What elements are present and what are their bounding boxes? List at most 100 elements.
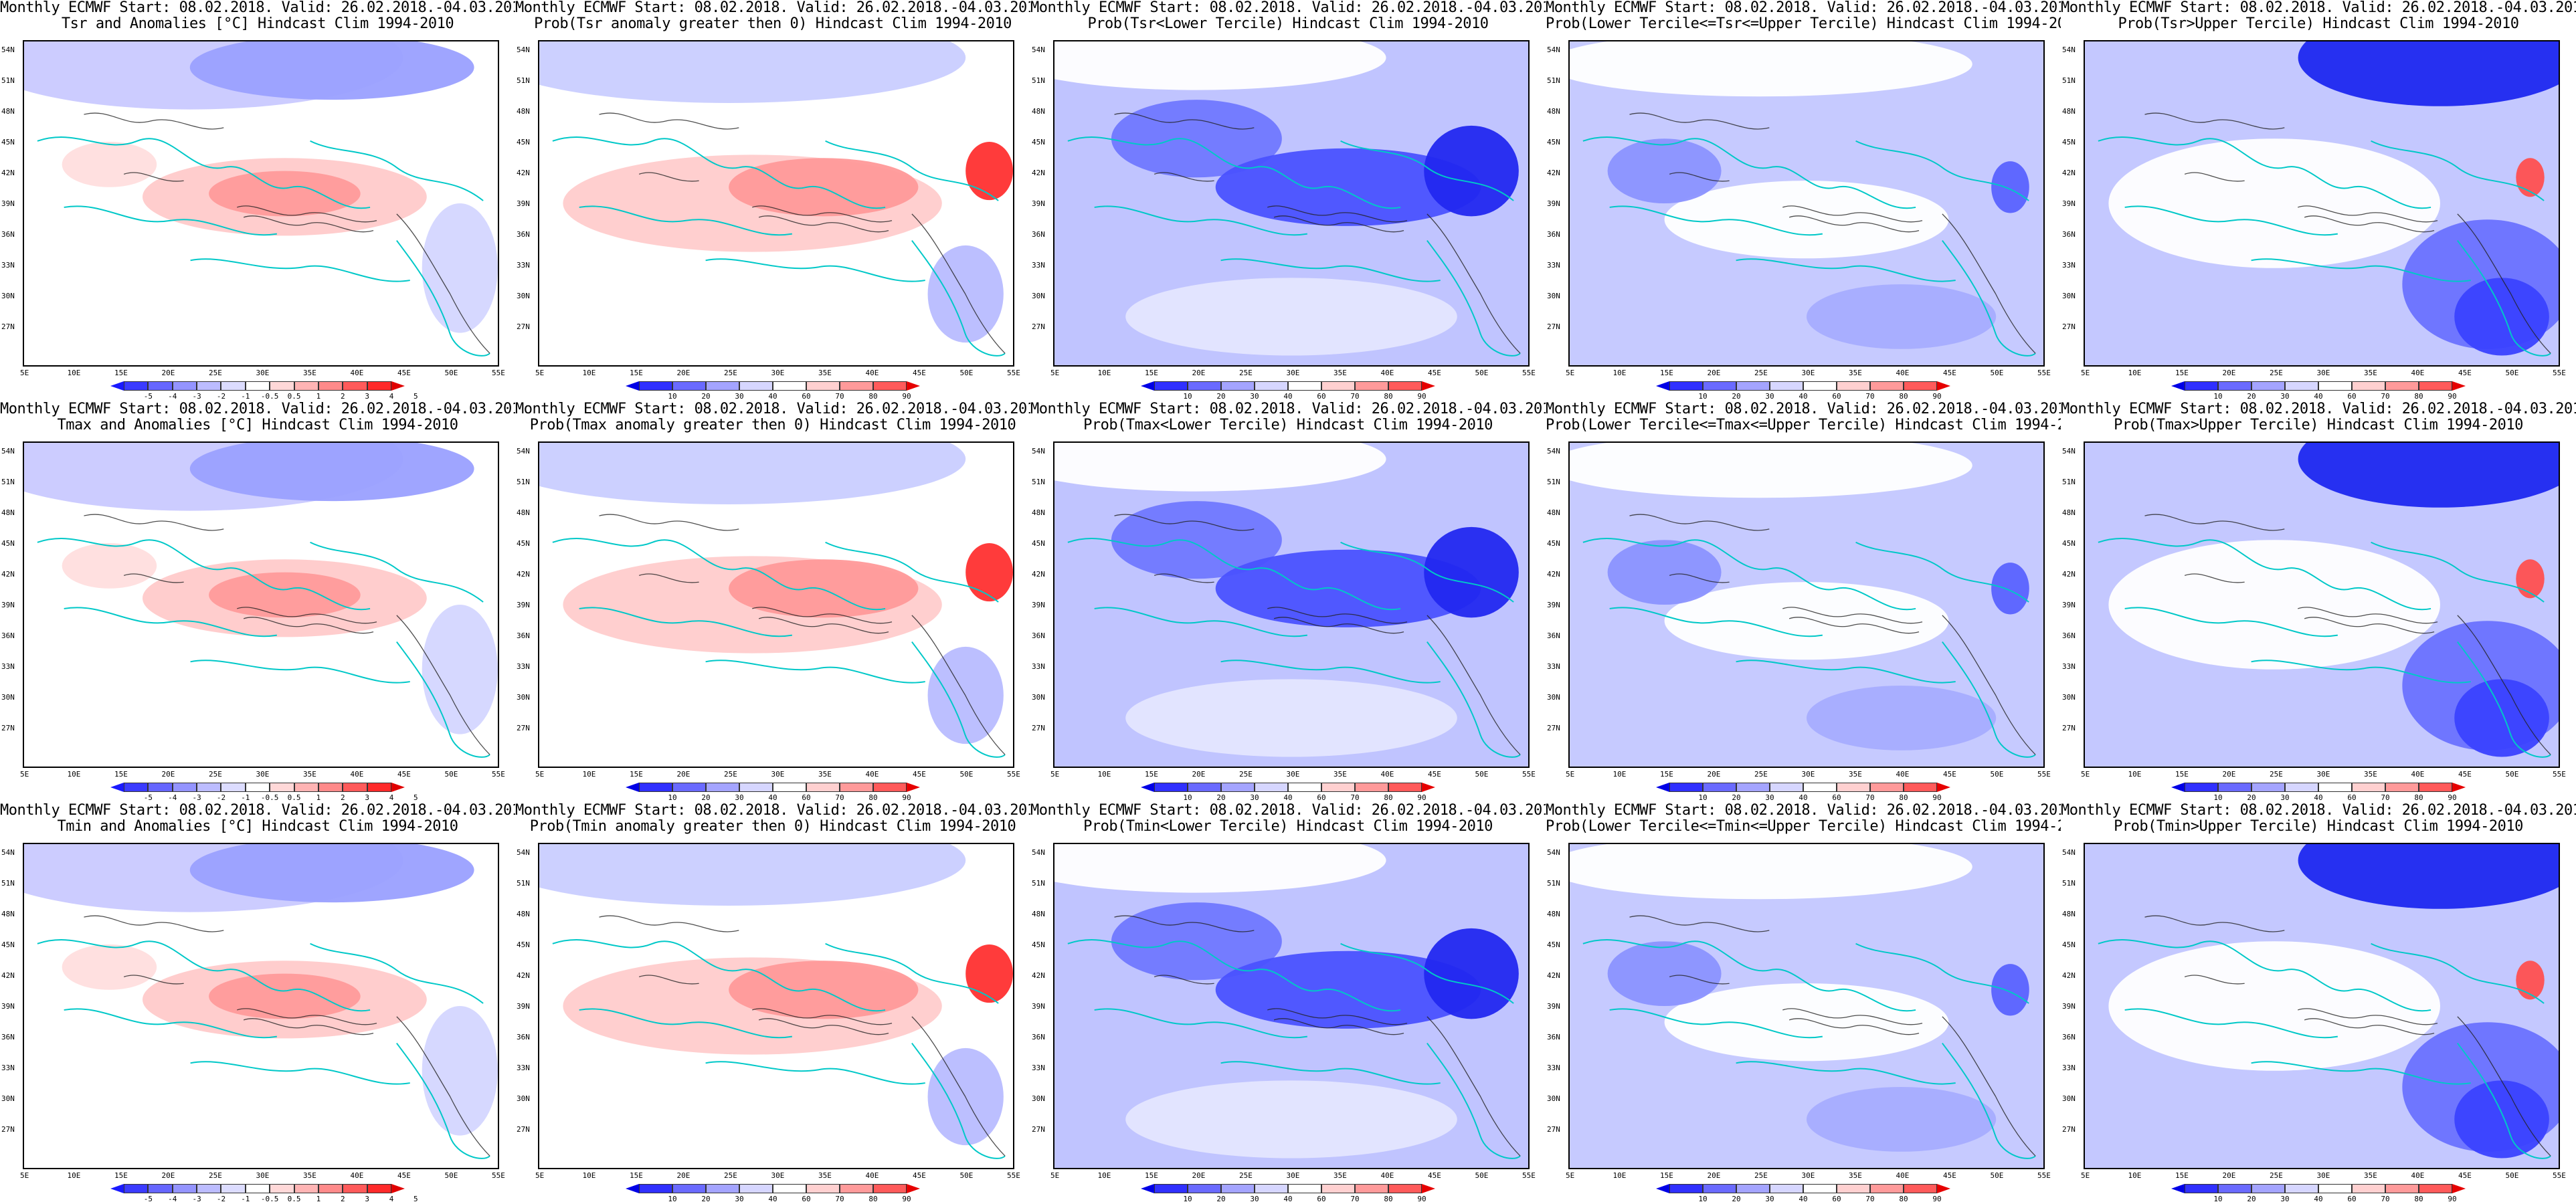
longitude-label: 40E: [350, 770, 364, 779]
colorbar-cell: [343, 1184, 367, 1193]
colorbar-cell: [706, 783, 739, 792]
longitude-label: 25E: [1239, 770, 1253, 779]
contour-line: [1782, 205, 1923, 223]
colorbar-min-arrow: [2171, 783, 2185, 792]
longitude-label: 40E: [2411, 770, 2425, 779]
latitude-label: 45N: [1, 138, 15, 146]
colorbar-cell: [873, 381, 907, 391]
longitude-label: 15E: [1660, 369, 1673, 377]
colorbar-tick-label: 30: [1765, 392, 1774, 401]
shading-region: [1991, 161, 2029, 213]
colorbar: 10 20 30 40 60 70 80 90: [626, 783, 920, 802]
latitude-label: 45N: [2062, 138, 2076, 146]
colorbar-cell: [739, 783, 773, 792]
colorbar: -5 -4 -3 -2 -1 -0.5 0.5 1 2 3 4 5: [110, 1184, 418, 1203]
coastline: [310, 140, 484, 201]
latitude-label: 42N: [1547, 971, 1560, 980]
coastline: [552, 136, 886, 209]
map-panel-p1: Monthly ECMWF Start: 08.02.2018. Valid: …: [0, 0, 515, 401]
longitude-label: 20E: [161, 369, 175, 377]
colorbar-tick-label: 2: [340, 392, 345, 401]
coastline: [310, 942, 484, 1004]
coastline: [2371, 140, 2545, 201]
coastline: [64, 1008, 278, 1039]
colorbar-cell: [367, 381, 391, 391]
coastline: [2251, 1061, 2471, 1085]
colorbar-tick-label: 10: [1183, 1195, 1192, 1203]
colorbar-tick-label: 5: [413, 1195, 418, 1203]
shading-region: [1570, 443, 1972, 498]
colorbar-cell: [318, 381, 343, 391]
map-shading: [1054, 844, 1521, 1159]
colorbar-tick-label: 1: [316, 793, 321, 802]
colorbar-cell: [1255, 381, 1288, 391]
longitude-label: 15E: [114, 770, 128, 779]
coastline: [64, 607, 278, 637]
colorbar-tick-label: 20: [2247, 1195, 2256, 1203]
latitude-label: 48N: [1547, 910, 1560, 918]
panel-title-line2: Prob(Tmax anomaly greater then 0) Hindca…: [529, 417, 1016, 433]
longitude-label: 10E: [67, 1171, 81, 1180]
latitude-label: 48N: [2062, 910, 2076, 918]
longitude-label: 45E: [397, 770, 411, 779]
colorbar-cell: [840, 783, 873, 792]
colorbar-tick-label: 3: [365, 1195, 369, 1203]
longitude-label: 25E: [724, 770, 737, 779]
latitude-label: 54N: [517, 447, 530, 456]
panel-title-line2: Prob(Tsr anomaly greater then 0) Hindcas…: [534, 15, 1012, 32]
latitude-label: 27N: [1032, 1125, 1045, 1134]
colorbar-tick-label: 90: [902, 1195, 911, 1203]
latitude-label: 39N: [2062, 601, 2076, 609]
latitude-label: 30N: [2062, 1094, 2076, 1103]
colorbar-cell: [221, 381, 246, 391]
colorbar-max-arrow: [907, 381, 920, 391]
colorbar-cell: [1703, 381, 1736, 391]
colorbar-tick-label: 2: [340, 1195, 345, 1203]
contour-line: [2304, 617, 2435, 634]
colorbar-tick-label: 0.5: [287, 1195, 301, 1203]
longitude-label: 55E: [2037, 1171, 2051, 1180]
colorbar-cell: [1669, 783, 1703, 792]
coastline: [2457, 1042, 2551, 1159]
map-shading: [2098, 844, 2559, 1159]
colorbar-cell: [739, 1184, 773, 1193]
longitude-label: 20E: [1707, 1171, 1721, 1180]
colorbar-cell: [1288, 783, 1321, 792]
colorbar-tick-label: 90: [2448, 793, 2457, 802]
latitude-label: 54N: [2062, 848, 2076, 857]
contour-line: [2184, 172, 2245, 182]
colorbar-tick-label: 70: [1350, 793, 1360, 802]
shading-region: [965, 944, 1013, 1003]
contour-line: [2144, 514, 2285, 531]
colorbar-cell: [2419, 1184, 2452, 1193]
colorbar-tick-label: 20: [2247, 392, 2256, 401]
colorbar-tick-label: 70: [1350, 392, 1360, 401]
latitude-label: 36N: [2062, 631, 2076, 640]
panel-title-line2: Prob(Tsr>Upper Tercile) Hindcast Clim 19…: [2118, 15, 2519, 32]
colorbar-tick-label: 40: [1799, 1195, 1808, 1203]
colorbar-max-arrow: [1937, 783, 1950, 792]
contour-line: [1669, 573, 1730, 583]
latitude-label: 39N: [2062, 199, 2076, 208]
longitude-label: 5E: [20, 369, 29, 377]
longitude-label: 25E: [209, 770, 222, 779]
colorbar-tick-label: 70: [2381, 392, 2390, 401]
colorbar-tick-label: 80: [1899, 793, 1908, 802]
shading-region: [1054, 844, 1386, 893]
colorbar-tick-label: -1: [241, 1195, 250, 1203]
colorbar-min-arrow: [1656, 1184, 1669, 1193]
forecast-map: [1053, 40, 1530, 367]
longitude-label: 25E: [209, 1171, 222, 1180]
latitude-label: 39N: [517, 601, 530, 609]
longitude-label: 35E: [1849, 770, 1862, 779]
colorbar-cell: [1388, 1184, 1422, 1193]
coastline: [1609, 205, 1823, 236]
shading-region: [1991, 563, 2029, 615]
colorbar-cell: [806, 381, 840, 391]
colorbar-cell: [1736, 381, 1770, 391]
colorbar-tick-label: -0.5: [260, 1195, 279, 1203]
latitude-label: 45N: [517, 539, 530, 548]
latitude-label: 30N: [2062, 292, 2076, 300]
longitude-label: 20E: [1192, 770, 1206, 779]
contour-line: [2297, 1008, 2438, 1025]
